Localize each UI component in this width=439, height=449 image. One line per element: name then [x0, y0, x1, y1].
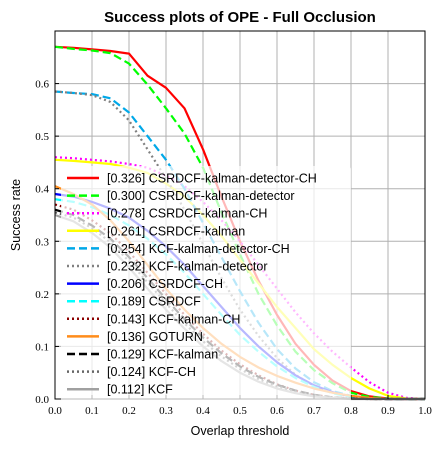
- x-tick-label: 0.4: [196, 405, 210, 417]
- legend-label-6: [0.206] CSRDCF-CH: [107, 277, 223, 291]
- axis-ticks: 0.0 0.1 0.2 0.3 0.4 0.5 0.6 0.7 0.8 0.9 1.0 0.0 0.1 0…: [35, 79, 432, 417]
- legend-label-2: [0.278] CSRDCF-kalman-CH: [107, 207, 267, 221]
- y-tick-label: 0.4: [35, 184, 49, 196]
- legend-label-9: [0.136] GOTURN: [107, 330, 203, 344]
- y-tick-label: 0.5: [35, 131, 49, 143]
- x-tick-label: 0.3: [159, 405, 173, 417]
- x-axis-label: Overlap threshold: [191, 424, 290, 438]
- legend: [0.326] CSRDCF-kalman-detector-CH [0.300]…: [61, 166, 351, 403]
- legend-label-12: [0.112] KCF: [107, 383, 173, 397]
- x-tick-label: 0.2: [122, 405, 136, 417]
- legend-label-11: [0.124] KCF-CH: [107, 365, 196, 379]
- y-tick-label: 0.0: [35, 394, 49, 406]
- x-tick-label: 0.1: [85, 405, 99, 417]
- x-tick-label: 0.6: [270, 405, 284, 417]
- y-tick-label: 0.1: [35, 341, 49, 353]
- y-tick-label: 0.6: [35, 79, 49, 91]
- y-axis-label: Success rate: [9, 179, 23, 251]
- legend-label-1: [0.300] CSRDCF-kalman-detector: [107, 189, 295, 203]
- legend-label-8: [0.143] KCF-kalman-CH: [107, 312, 240, 326]
- x-tick-label: 0.9: [381, 405, 395, 417]
- y-tick-label: 0.2: [35, 289, 49, 301]
- series-line-2: [54, 156, 426, 401]
- y-tick-label: 0.3: [35, 236, 49, 248]
- x-tick-label: 1.0: [418, 405, 432, 417]
- series-line-1: [54, 45, 425, 401]
- x-tick-label: 0.0: [48, 405, 62, 417]
- x-tick-label: 0.7: [307, 405, 321, 417]
- legend-label-10: [0.129] KCF-kalman: [107, 348, 218, 362]
- x-tick-label: 0.5: [233, 405, 247, 417]
- legend-label-0: [0.326] CSRDCF-kalman-detector-CH: [107, 172, 317, 186]
- legend-label-7: [0.189] CSRDCF: [107, 295, 201, 309]
- chart-title: Success plots of OPE - Full Occlusion: [104, 9, 376, 26]
- x-tick-label: 0.8: [344, 405, 358, 417]
- legend-label-5: [0.232] KCF-kalman-detector: [107, 260, 268, 274]
- legend-box: [61, 166, 351, 403]
- legend-label-4: [0.254] KCF-kalman-detector-CH: [107, 242, 290, 256]
- legend-label-3: [0.261] CSRDCF-kalman: [107, 224, 245, 238]
